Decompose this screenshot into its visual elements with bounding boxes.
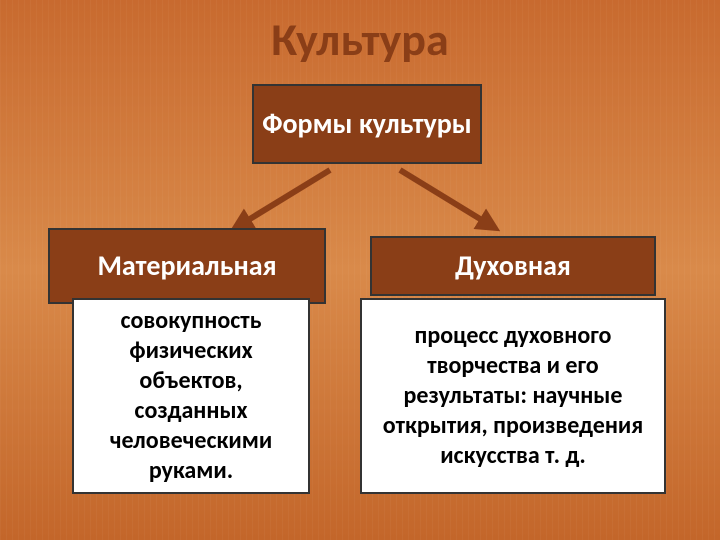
branch-material-header: Материальная [48,228,326,304]
root-box-label: Формы культуры [262,108,472,140]
branch-spiritual-body: процесс духовного творчества и его резул… [360,298,666,494]
branch-spiritual-header: Духовная [370,236,656,296]
branch-material-text: совокупность физических объектов, создан… [82,306,300,486]
root-box: Формы культуры [252,84,482,164]
branch-spiritual-label: Духовная [455,251,571,280]
branch-material-label: Материальная [97,251,276,280]
branch-spiritual-text: процесс духовного творчества и его резул… [370,321,656,471]
slide-title: Культура [0,12,720,68]
slide-root: Культура Формы культуры Материальная сов… [0,0,720,540]
branch-material-body: совокупность физических объектов, создан… [72,298,310,494]
